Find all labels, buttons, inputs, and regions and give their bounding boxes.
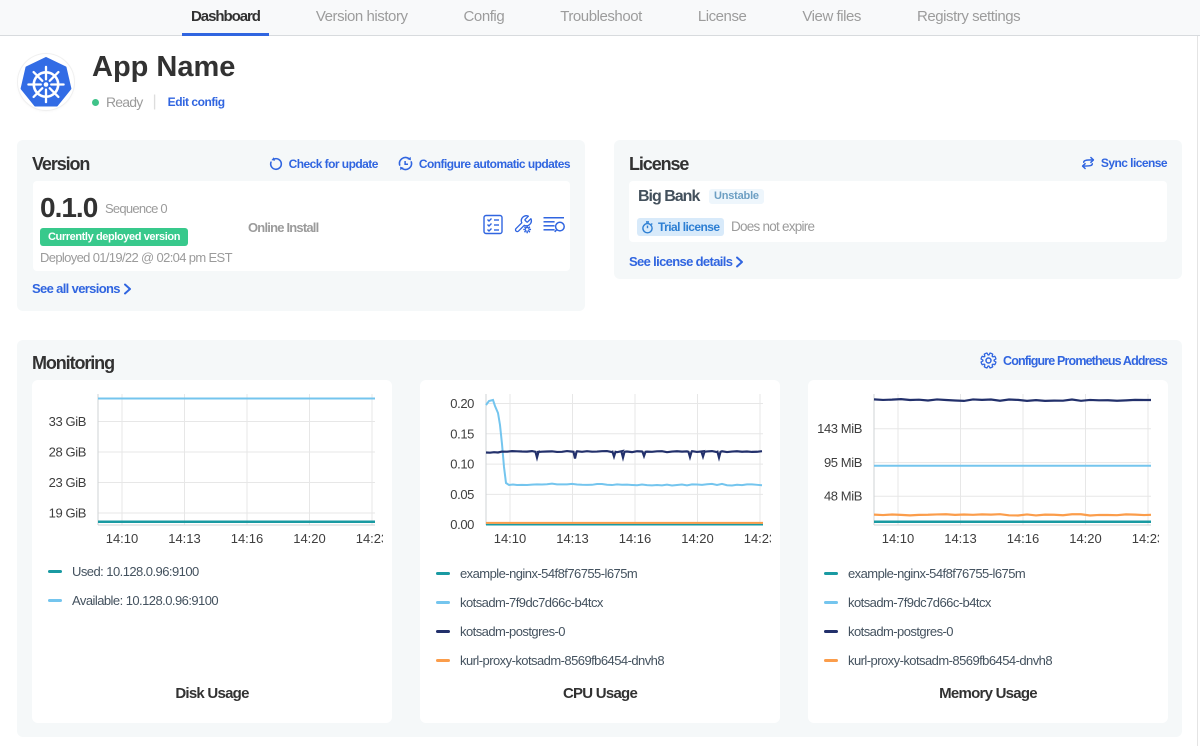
svg-text:143 MiB: 143 MiB [817, 421, 862, 436]
svg-text:0.20: 0.20 [450, 396, 474, 411]
svg-text:14:16: 14:16 [231, 531, 264, 546]
svg-text:14:13: 14:13 [556, 531, 589, 546]
svg-text:0.05: 0.05 [450, 487, 474, 502]
svg-text:14:20: 14:20 [293, 531, 326, 546]
svg-text:14:20: 14:20 [681, 531, 714, 546]
svg-text:28 GiB: 28 GiB [49, 445, 86, 460]
svg-text:14:23: 14:23 [744, 531, 771, 546]
svg-text:14:13: 14:13 [168, 531, 201, 546]
svg-text:14:20: 14:20 [1069, 531, 1102, 546]
svg-text:14:13: 14:13 [944, 531, 977, 546]
svg-text:0.00: 0.00 [450, 517, 474, 532]
svg-text:23 GiB: 23 GiB [49, 475, 86, 490]
svg-text:95 MiB: 95 MiB [824, 455, 862, 470]
svg-text:14:16: 14:16 [1007, 531, 1040, 546]
svg-text:0.15: 0.15 [450, 426, 474, 441]
svg-text:19 GiB: 19 GiB [49, 506, 86, 521]
svg-text:14:16: 14:16 [619, 531, 652, 546]
svg-text:14:23: 14:23 [1132, 531, 1159, 546]
svg-text:14:10: 14:10 [882, 531, 915, 546]
svg-text:14:10: 14:10 [494, 531, 527, 546]
svg-text:14:23: 14:23 [356, 531, 383, 546]
svg-text:33 GiB: 33 GiB [49, 414, 86, 429]
svg-text:0.10: 0.10 [450, 457, 474, 472]
svg-text:48 MiB: 48 MiB [824, 489, 862, 504]
svg-text:14:10: 14:10 [106, 531, 139, 546]
